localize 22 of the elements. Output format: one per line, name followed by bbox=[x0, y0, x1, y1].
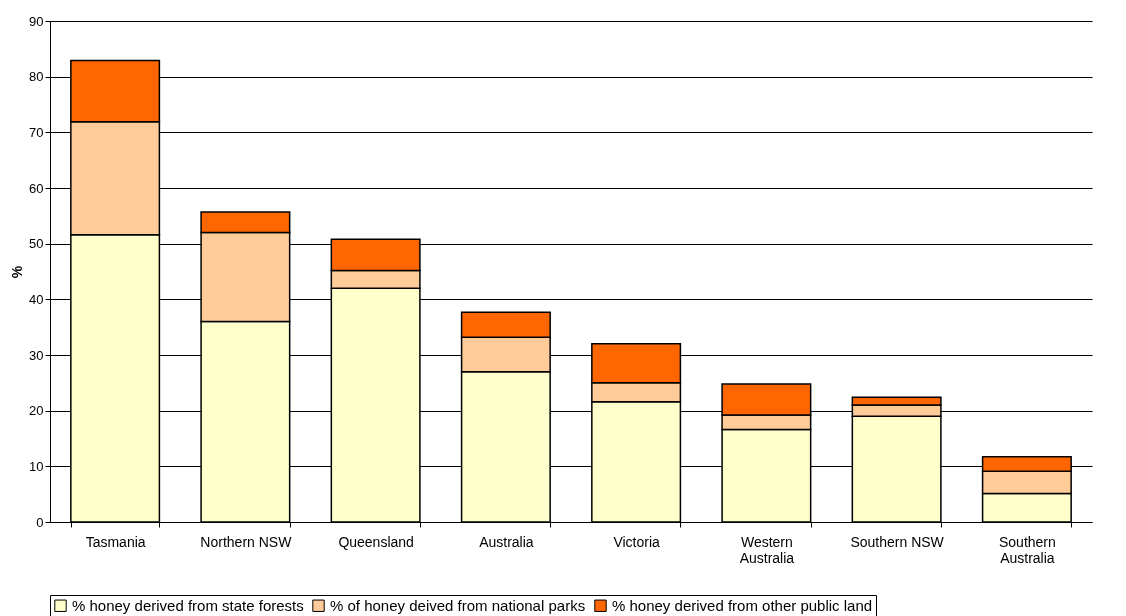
y-tick-label: 0 bbox=[36, 514, 44, 530]
x-tick-label: Southern NSW bbox=[850, 533, 945, 550]
y-axis-title: % bbox=[9, 265, 26, 279]
legend-label: % of honey deived from national parks bbox=[330, 596, 586, 614]
x-tick-label: Victoria bbox=[613, 533, 661, 550]
x-tick-label: Tasmania bbox=[85, 533, 146, 550]
y-tick-label: 20 bbox=[29, 403, 44, 419]
y-tick-label: 60 bbox=[29, 180, 44, 196]
y-tick-label: 10 bbox=[29, 458, 44, 474]
y-tick-label: 70 bbox=[29, 124, 44, 140]
y-tick-label: 80 bbox=[29, 69, 44, 85]
y-tick-label: 50 bbox=[29, 236, 44, 252]
y-tick-label: 40 bbox=[29, 291, 44, 307]
x-tick-label: Australia bbox=[479, 533, 534, 550]
x-tick-label: Western Australia bbox=[739, 533, 795, 566]
x-tick-label: Queensland bbox=[338, 533, 414, 550]
x-tick-label: Northern NSW bbox=[200, 533, 293, 550]
legend-label: % honey derived from other public land bbox=[612, 596, 873, 614]
x-tick-label: Southern Australia bbox=[998, 533, 1056, 566]
legend-label: % honey derived from state forests bbox=[72, 596, 304, 614]
y-tick-label: 90 bbox=[29, 13, 44, 29]
y-tick-label: 30 bbox=[29, 347, 44, 363]
